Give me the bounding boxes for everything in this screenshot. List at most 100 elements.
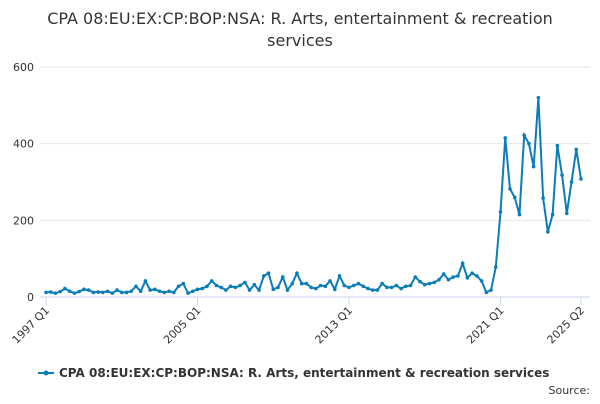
point	[186, 291, 190, 295]
point	[432, 280, 437, 285]
point	[451, 275, 455, 279]
point	[58, 289, 63, 294]
point	[574, 147, 579, 152]
y-tick-label: 0	[27, 291, 34, 304]
point	[427, 281, 432, 286]
point	[550, 212, 555, 217]
point	[271, 287, 276, 292]
point	[375, 288, 380, 292]
point	[190, 289, 195, 294]
point	[247, 288, 252, 292]
point	[328, 279, 332, 283]
point	[370, 288, 375, 292]
point	[243, 280, 247, 285]
point	[138, 289, 143, 294]
point	[385, 285, 389, 290]
point	[205, 284, 209, 289]
point	[200, 286, 205, 291]
point	[512, 195, 517, 200]
point	[304, 281, 309, 286]
point	[351, 283, 356, 288]
y-tick-label: 200	[13, 214, 34, 227]
point	[333, 287, 337, 292]
point	[214, 283, 219, 288]
point	[569, 180, 574, 184]
point	[475, 274, 479, 278]
point	[404, 284, 408, 289]
point	[285, 288, 290, 292]
point	[394, 283, 399, 288]
point	[105, 289, 110, 294]
point	[560, 173, 564, 177]
point	[266, 271, 271, 276]
point	[134, 284, 138, 289]
point	[508, 187, 512, 191]
point	[181, 281, 186, 286]
point	[209, 279, 214, 283]
point	[233, 285, 238, 290]
point	[380, 281, 384, 286]
point	[418, 279, 422, 284]
point	[522, 133, 526, 138]
point	[295, 271, 299, 276]
point	[162, 290, 167, 295]
point	[299, 281, 304, 286]
point	[389, 285, 394, 290]
point	[115, 288, 119, 292]
point	[555, 143, 560, 148]
point	[470, 271, 474, 276]
point	[517, 212, 522, 217]
point	[72, 291, 77, 295]
point	[276, 285, 280, 290]
y-tick-label: 400	[13, 138, 34, 151]
point	[399, 286, 403, 291]
point	[63, 286, 67, 291]
point	[498, 210, 503, 214]
point	[280, 275, 285, 279]
point	[527, 141, 531, 146]
point	[238, 283, 242, 288]
point	[252, 282, 257, 287]
point	[408, 283, 413, 288]
point	[129, 289, 134, 294]
point	[422, 282, 427, 287]
point	[465, 276, 470, 280]
point	[446, 277, 451, 282]
point	[337, 274, 342, 278]
point	[531, 164, 536, 169]
point	[564, 211, 569, 216]
point	[318, 283, 323, 288]
point	[541, 196, 545, 200]
point	[143, 279, 148, 283]
legend-label: CPA 08:EU:EX:CP:BOP:NSA: R. Arts, entert…	[59, 366, 549, 380]
point	[77, 289, 81, 294]
point	[153, 287, 157, 292]
point	[413, 275, 418, 279]
x-tick-label: 2021 Q1	[464, 304, 507, 347]
legend-marker	[43, 370, 49, 376]
y-tick-label: 600	[13, 61, 34, 74]
point	[219, 285, 223, 290]
point	[356, 281, 361, 286]
point	[314, 286, 318, 291]
point	[86, 288, 91, 292]
point	[67, 289, 72, 294]
point	[172, 290, 176, 295]
point	[323, 284, 328, 289]
source: Source:	[549, 384, 591, 397]
point	[110, 291, 115, 295]
point	[195, 287, 200, 292]
point	[167, 289, 171, 294]
point	[536, 95, 541, 100]
point	[96, 290, 100, 294]
point	[546, 230, 550, 234]
x-tick-label: 2005 Q1	[161, 304, 204, 347]
point	[148, 288, 152, 292]
point	[228, 284, 233, 289]
point	[224, 288, 228, 292]
point	[53, 291, 58, 295]
point	[503, 136, 508, 140]
point	[44, 290, 48, 295]
point	[257, 288, 261, 292]
